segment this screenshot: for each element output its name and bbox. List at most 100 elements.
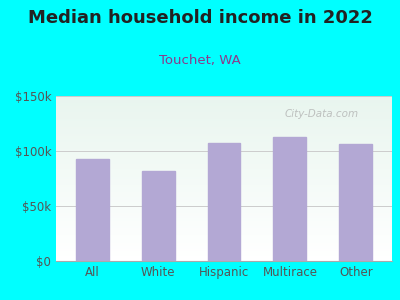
Bar xyxy=(56,136,392,137)
Bar xyxy=(56,246,392,248)
Bar xyxy=(56,190,392,192)
Bar xyxy=(56,147,392,149)
Bar xyxy=(56,121,392,122)
Bar xyxy=(142,171,174,261)
Bar xyxy=(56,238,392,239)
Bar xyxy=(56,112,392,114)
Bar xyxy=(274,137,306,261)
Bar xyxy=(56,103,392,104)
Bar xyxy=(56,157,392,159)
Bar xyxy=(56,239,392,241)
Bar xyxy=(208,143,240,261)
Bar xyxy=(56,243,392,244)
Bar xyxy=(56,178,392,180)
Text: City-Data.com: City-Data.com xyxy=(284,109,359,119)
Bar xyxy=(56,233,392,235)
Bar xyxy=(56,216,392,218)
Bar xyxy=(56,251,392,253)
Bar xyxy=(56,173,392,175)
Bar xyxy=(56,241,392,243)
Bar xyxy=(56,198,392,200)
Bar xyxy=(56,162,392,164)
Bar xyxy=(56,228,392,230)
Bar xyxy=(56,185,392,187)
Bar xyxy=(56,248,392,249)
Bar xyxy=(56,235,392,236)
Bar xyxy=(56,106,392,107)
Bar xyxy=(56,249,392,251)
Bar xyxy=(56,160,392,162)
Bar xyxy=(56,130,392,132)
Bar xyxy=(339,144,372,261)
Text: Median household income in 2022: Median household income in 2022 xyxy=(28,9,372,27)
Bar xyxy=(56,170,392,172)
Bar xyxy=(56,254,392,256)
Bar xyxy=(56,101,392,103)
Bar xyxy=(56,99,392,101)
Bar xyxy=(56,124,392,126)
Bar xyxy=(56,221,392,223)
Bar xyxy=(76,159,109,261)
Bar xyxy=(56,132,392,134)
Bar xyxy=(56,223,392,225)
Bar xyxy=(56,202,392,203)
Bar xyxy=(56,200,392,202)
Text: Touchet, WA: Touchet, WA xyxy=(159,54,241,67)
Bar xyxy=(56,213,392,215)
Bar xyxy=(56,253,392,254)
Bar xyxy=(56,164,392,165)
Bar xyxy=(56,165,392,167)
Bar xyxy=(56,107,392,109)
Bar xyxy=(56,195,392,197)
Bar xyxy=(56,114,392,116)
Bar xyxy=(56,119,392,121)
Bar xyxy=(56,177,392,178)
Bar xyxy=(56,96,392,98)
Bar xyxy=(56,127,392,129)
Bar xyxy=(56,155,392,157)
Bar xyxy=(56,206,392,208)
Bar xyxy=(56,197,392,198)
Bar xyxy=(56,256,392,258)
Bar xyxy=(56,134,392,136)
Bar xyxy=(56,182,392,183)
Bar xyxy=(56,225,392,226)
Bar xyxy=(56,109,392,111)
Bar xyxy=(56,188,392,190)
Bar xyxy=(56,111,392,112)
Bar xyxy=(56,140,392,142)
Bar xyxy=(56,137,392,139)
Bar xyxy=(56,159,392,160)
Bar xyxy=(56,98,392,99)
Bar xyxy=(56,149,392,150)
Bar xyxy=(56,258,392,259)
Bar xyxy=(56,244,392,246)
Bar xyxy=(56,144,392,146)
Bar xyxy=(56,117,392,119)
Bar xyxy=(56,150,392,152)
Bar xyxy=(56,203,392,205)
Bar xyxy=(56,210,392,212)
Bar xyxy=(56,215,392,216)
Bar xyxy=(56,193,392,195)
Bar xyxy=(56,230,392,231)
Bar xyxy=(56,205,392,206)
Bar xyxy=(56,212,392,213)
Bar xyxy=(56,192,392,193)
Bar xyxy=(56,183,392,185)
Bar xyxy=(56,259,392,261)
Bar xyxy=(56,175,392,177)
Bar xyxy=(56,172,392,173)
Bar xyxy=(56,129,392,130)
Bar xyxy=(56,236,392,238)
Bar xyxy=(56,167,392,169)
Bar xyxy=(56,122,392,124)
Bar xyxy=(56,208,392,210)
Bar xyxy=(56,104,392,106)
Bar xyxy=(56,226,392,228)
Bar xyxy=(56,180,392,182)
Bar xyxy=(56,126,392,127)
Bar xyxy=(56,116,392,117)
Bar xyxy=(56,231,392,233)
Bar xyxy=(56,146,392,147)
